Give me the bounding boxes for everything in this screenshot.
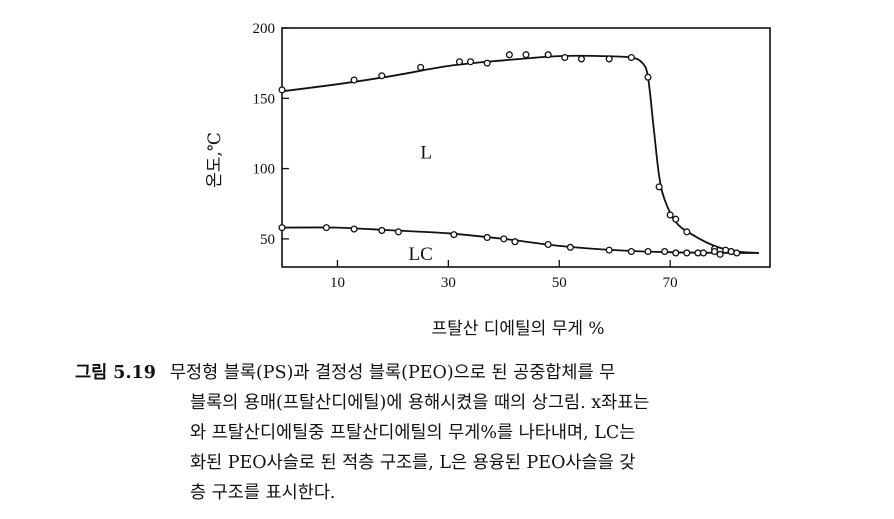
data-point-1 [455, 58, 464, 66]
data-point-1 [378, 72, 386, 80]
data-point-2 [699, 249, 708, 257]
data-point-2 [350, 225, 358, 233]
data-point-2 [716, 250, 724, 258]
data-point-2 [710, 247, 719, 256]
y-tick-label: 200 [253, 21, 276, 37]
plot-frame [281, 27, 771, 268]
data-point-1 [655, 183, 663, 191]
data-point-1 [627, 53, 635, 62]
data-point-1 [350, 76, 358, 84]
data-point-2 [644, 247, 652, 256]
data-point-1 [577, 55, 586, 63]
data-point-2 [322, 224, 330, 232]
data-point-2 [672, 249, 680, 257]
y-axis-label: 온도,℃ [205, 132, 225, 188]
data-point-1 [644, 73, 652, 81]
data-point-2 [500, 235, 508, 243]
data-point-2 [483, 233, 491, 242]
caption-line-1: 그림 5.19 무정형 블록(PS)과 결정성 블록(PEO)으로 된 공중합체를… [75, 358, 894, 388]
data-point-2 [683, 249, 691, 257]
caption-line-4: 화된 PEO사슬로 된 적층 구조를, L은 용융된 PEO사슬을 갖 [190, 453, 636, 473]
data-point-1 [466, 58, 475, 66]
y-tick-label: 150 [253, 91, 276, 107]
data-point-1 [544, 51, 552, 59]
data-point-2 [450, 231, 458, 239]
region-label-l: L [420, 143, 432, 164]
data-point-2 [511, 238, 519, 246]
data-point-1 [505, 51, 513, 59]
caption-line-5: 층 구조를 표시한다. [190, 483, 336, 503]
x-tick-label: 50 [552, 275, 567, 291]
data-point-2 [378, 226, 386, 234]
figure-label: 그림 5.19 [75, 363, 156, 383]
region-label-lc: LC [408, 244, 432, 265]
y-tick-label: 100 [253, 162, 276, 178]
data-point-2 [727, 247, 735, 256]
caption-line-2: 블록의 용매(프탈산디에틸)에 용해시켰을 때의 상그림. x좌표는 [190, 393, 650, 413]
data-point-1 [666, 211, 674, 219]
phase-boundary-curve-1 [281, 54, 759, 254]
y-tick-label: 50 [260, 232, 275, 248]
data-point-2 [661, 247, 669, 256]
caption-line-3: 와 프탈산디에틸중 프탈산디에틸의 무게%를 나타내며, LC는 [190, 423, 636, 443]
x-tick-label: 70 [663, 275, 678, 291]
data-point-1 [522, 51, 530, 59]
data-point-2 [394, 228, 403, 236]
plot-layer: 10 30 50 70 50 100 150 200 L LC [253, 21, 771, 291]
figure-caption: 그림 5.19 무정형 블록(PS)과 결정성 블록(PEO)으로 된 공중합체를… [75, 358, 894, 508]
data-point-1 [561, 53, 569, 62]
data-point-1 [483, 59, 491, 67]
data-point-1 [605, 55, 613, 63]
data-point-2 [544, 240, 552, 249]
data-point-2 [278, 224, 286, 232]
data-point-1 [672, 215, 680, 223]
data-point-2 [733, 249, 741, 257]
data-point-1 [417, 63, 425, 71]
caption-text-1: 무정형 블록(PS)과 결정성 블록(PEO)으로 된 공중합체를 무 [169, 363, 616, 383]
x-tick-label: 30 [441, 275, 456, 291]
data-point-1 [278, 86, 286, 94]
x-tick-label: 10 [330, 275, 345, 291]
data-point-2 [566, 243, 574, 251]
x-axis-label: 프탈산 디에틸의 무게 % [431, 319, 604, 339]
data-point-2 [605, 246, 613, 254]
data-point-2 [627, 247, 635, 256]
data-point-1 [683, 228, 691, 236]
phase-diagram-chart: 10 30 50 70 50 100 150 200 L LC 프탈산 디에틸의 무게 % 온도,… [205, 21, 771, 339]
